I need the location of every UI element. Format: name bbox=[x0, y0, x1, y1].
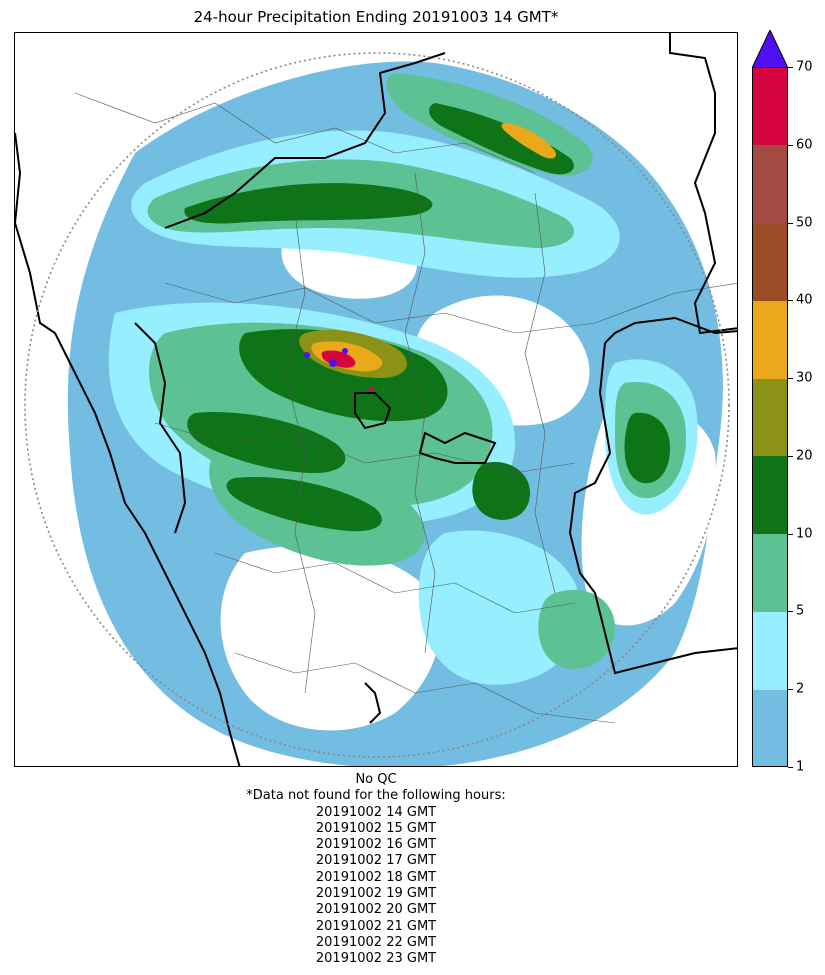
border-line-7 bbox=[404, 172, 436, 654]
dry-area-south bbox=[220, 546, 440, 731]
colorbar-tick bbox=[788, 222, 793, 224]
missing-hour-item: 20191002 22 GMT bbox=[315, 934, 437, 950]
precip-band-10-20-north bbox=[184, 183, 433, 224]
colorbar-tick bbox=[788, 67, 793, 68]
precip-band-10-20-northeast bbox=[429, 103, 574, 175]
qc-note: No QC bbox=[355, 772, 397, 787]
colorbar-tick bbox=[788, 455, 793, 457]
colorbar-segment bbox=[752, 611, 788, 690]
border-line-6 bbox=[284, 212, 316, 694]
national-borders bbox=[15, 33, 737, 766]
border-line-4 bbox=[214, 552, 576, 614]
border-line-3 bbox=[154, 422, 576, 474]
district-borders bbox=[74, 92, 737, 724]
state-border-west bbox=[134, 322, 187, 534]
colorbar-tick-label: 30 bbox=[796, 370, 813, 386]
missing-hour-item: 20191002 21 GMT bbox=[315, 918, 437, 934]
enclave-border-3 bbox=[364, 682, 382, 724]
colorbar-tick bbox=[788, 767, 793, 768]
precip-band-30-40-northeast bbox=[501, 123, 556, 159]
state-border-southeast bbox=[568, 342, 737, 675]
border-line-8 bbox=[524, 192, 556, 594]
coastline-west bbox=[15, 132, 241, 766]
colorbar-segment bbox=[752, 455, 788, 535]
colorbar-extend-arrow bbox=[752, 30, 788, 68]
missing-hour-item: 20191002 16 GMT bbox=[315, 837, 437, 853]
colorbar-frame bbox=[752, 67, 788, 767]
colorbar-segment bbox=[752, 378, 788, 457]
precip-band-5-10-southeast bbox=[538, 589, 615, 669]
precip-extreme-layer bbox=[299, 123, 556, 393]
precip-band-10-20-south bbox=[226, 477, 382, 532]
precip-band-10-20-cell bbox=[472, 462, 530, 520]
colorbar-segment bbox=[752, 533, 788, 612]
colorbar-tick bbox=[788, 689, 793, 691]
colorbar-tick-label: 10 bbox=[796, 526, 813, 542]
missing-hour-item: 20191002 23 GMT bbox=[315, 951, 437, 967]
border-line-1 bbox=[74, 92, 536, 174]
map-title: 24-hour Precipitation Ending 20191003 14… bbox=[193, 8, 559, 26]
precip-band-2-5-southeast bbox=[418, 530, 582, 685]
state-border-north bbox=[164, 52, 446, 229]
precipitation-map[interactable] bbox=[14, 32, 738, 767]
precip-extreme-cell-4 bbox=[368, 387, 374, 393]
colorbar-segment bbox=[752, 144, 788, 224]
colorbar-tick bbox=[788, 378, 793, 380]
footer-notes: No QC *Data not found for the following … bbox=[0, 772, 752, 968]
colorbar-segment bbox=[752, 222, 788, 301]
state-border-east bbox=[604, 316, 737, 344]
map-svg bbox=[15, 33, 737, 766]
colorbar-tick-label: 1 bbox=[796, 759, 805, 775]
colorbar-tick bbox=[788, 300, 793, 302]
colorbar: 1 2 5 10 20 30 40 50 60 70 bbox=[752, 30, 813, 775]
missing-hour-item: 20191002 20 GMT bbox=[315, 902, 437, 918]
missing-hour-item: 20191002 18 GMT bbox=[315, 869, 437, 885]
state-border-northeast bbox=[669, 33, 737, 335]
radar-range-ring bbox=[24, 52, 730, 758]
precip-band-10-20-east bbox=[624, 412, 670, 484]
border-line-5 bbox=[234, 652, 616, 724]
precip-above-70-cell-3 bbox=[304, 352, 310, 358]
colorbar-segment bbox=[752, 67, 788, 146]
precip-above-70-cell-1 bbox=[329, 359, 337, 367]
colorbar-segment bbox=[752, 300, 788, 379]
missing-hour-item: 20191002 15 GMT bbox=[315, 820, 437, 836]
colorbar-tick bbox=[788, 611, 793, 613]
colorbar-tick-label: 60 bbox=[796, 137, 813, 153]
colorbar-tick-label: 40 bbox=[796, 292, 813, 308]
enclave-border-2 bbox=[354, 392, 392, 430]
colorbar-tick-label: 50 bbox=[796, 215, 813, 231]
colorbar-tick bbox=[788, 533, 793, 535]
colorbar-tick-label: 2 bbox=[796, 681, 805, 697]
missing-hour-item: 20191002 19 GMT bbox=[315, 886, 437, 902]
border-line-2 bbox=[164, 282, 737, 334]
precip-band-10-20-west bbox=[187, 412, 346, 473]
precip-above-70-cell-2 bbox=[342, 348, 348, 354]
missing-hour-item: 20191002 17 GMT bbox=[315, 853, 437, 869]
missing-hour-item: 20191002 14 GMT bbox=[315, 804, 437, 820]
missing-hours-list: 20191002 14 GMT 20191002 15 GMT 20191002 1… bbox=[0, 805, 752, 968]
enclave-border-1 bbox=[418, 431, 497, 464]
colorbar-segment bbox=[752, 689, 788, 768]
colorbar-tick-label: 70 bbox=[796, 59, 813, 75]
colorbar-tick bbox=[788, 144, 793, 146]
colorbar-tick-label: 20 bbox=[796, 448, 813, 464]
colorbar-tick-label: 5 bbox=[796, 603, 805, 619]
missing-data-header: *Data not found for the following hours: bbox=[246, 788, 506, 804]
